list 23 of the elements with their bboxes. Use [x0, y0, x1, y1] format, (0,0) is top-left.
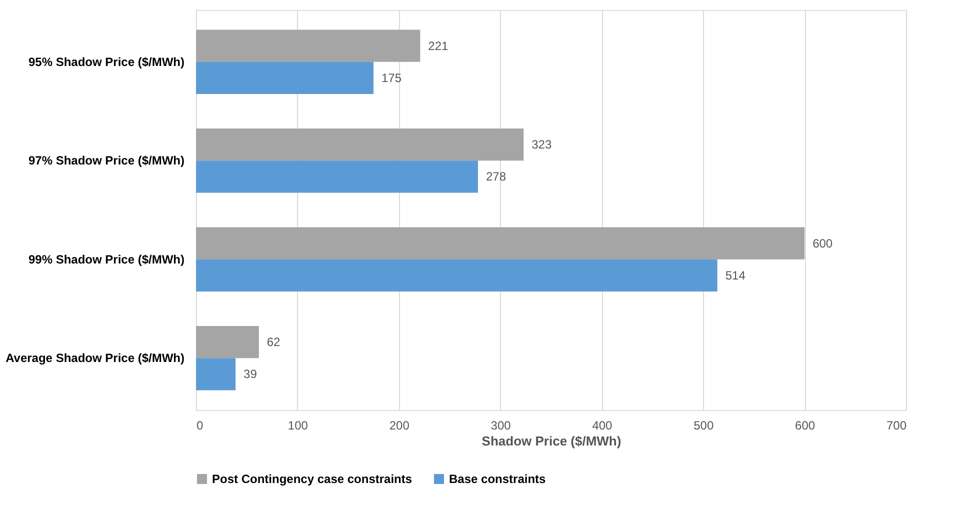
data-label: 514 — [725, 268, 746, 282]
data-label: 323 — [532, 138, 552, 152]
data-label: 62 — [266, 335, 281, 350]
data-label: 39 — [244, 367, 258, 382]
y-tick-label: Average Shadow Price ($/MWh) — [6, 351, 184, 366]
data-label: 278 — [486, 170, 506, 184]
data-label: 175 — [382, 70, 402, 85]
x-tick-label: 400 — [592, 418, 613, 432]
y-tick-label: 97% Shadow Price ($/MWh) — [28, 154, 184, 168]
x-tick-label: 300 — [490, 418, 512, 432]
x-tick-label: 200 — [389, 418, 410, 432]
legend-label: Post Contingency case constraints — [212, 472, 412, 486]
x-tick-label: 600 — [795, 418, 816, 432]
data-label: 221 — [428, 38, 449, 53]
y-tick-label: 95% Shadow Price ($/MWh) — [28, 54, 184, 69]
x-tick-label: 700 — [886, 418, 907, 432]
x-tick-label: 100 — [288, 418, 308, 432]
legend-label: Base constraints — [449, 472, 546, 486]
x-tick-label: 0 — [196, 418, 204, 432]
y-tick-label: 99% Shadow Price ($/MWh) — [28, 252, 184, 266]
data-label: 600 — [812, 236, 833, 250]
x-axis-title: Shadow Price ($/MWh) — [482, 434, 622, 448]
x-tick-label: 500 — [694, 418, 714, 432]
